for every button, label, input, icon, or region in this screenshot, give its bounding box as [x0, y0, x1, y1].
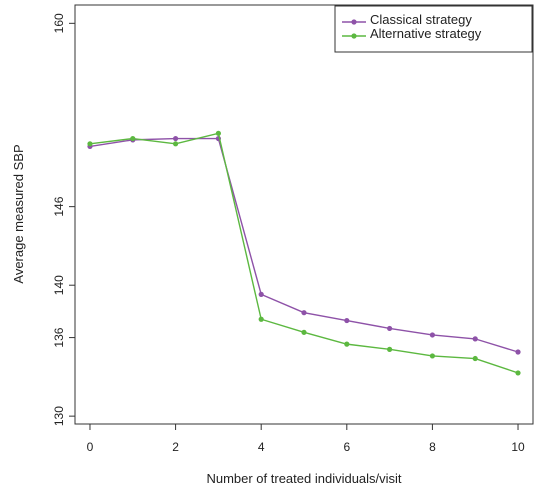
- legend-swatch-point: [351, 19, 357, 25]
- y-tick-label: 146: [52, 196, 66, 216]
- data-point-alternative-strategy: [344, 341, 350, 347]
- y-tick-label: 160: [52, 13, 66, 33]
- legend-label: Classical strategy: [370, 12, 472, 27]
- legend-item: Classical strategy: [342, 12, 472, 27]
- series-alternative-strategy: [87, 130, 521, 376]
- data-point-alternative-strategy: [130, 135, 136, 142]
- x-axis: 0 2 4 6 8 10: [87, 424, 525, 454]
- data-point-alternative-strategy: [429, 353, 436, 359]
- data-point-alternative-strategy: [472, 355, 478, 362]
- data-point-classical-strategy: [344, 317, 350, 324]
- legend-item: Alternative strategy: [342, 26, 482, 41]
- series-line-classical-strategy: [89, 137, 519, 353]
- data-point-classical-strategy: [472, 336, 478, 342]
- x-tick-label: 8: [429, 440, 436, 454]
- data-point-alternative-strategy: [515, 370, 521, 376]
- legend-box: [334, 5, 533, 53]
- y-axis: 130 136 140 146 160: [52, 13, 75, 426]
- legend-label: Alternative strategy: [370, 26, 482, 41]
- y-tick-label: 140: [52, 275, 66, 295]
- x-tick-label: 2: [172, 440, 179, 454]
- y-tick-label: 130: [52, 406, 66, 426]
- data-point-alternative-strategy: [172, 141, 179, 147]
- data-point-alternative-strategy: [87, 141, 93, 147]
- x-tick-label: 10: [511, 440, 525, 454]
- data-point-alternative-strategy: [215, 130, 221, 136]
- series-classical-strategy: [87, 135, 521, 355]
- data-point-alternative-strategy: [258, 316, 264, 322]
- data-point-classical-strategy: [172, 135, 179, 142]
- y-axis-title: Average measured SBP: [11, 144, 26, 283]
- x-axis-title: Number of treated individuals/visit: [206, 471, 401, 486]
- data-point-alternative-strategy: [301, 329, 307, 335]
- data-point-classical-strategy: [301, 310, 307, 316]
- x-tick-label: 0: [87, 440, 94, 454]
- data-point-classical-strategy: [429, 332, 436, 338]
- plot-frame: [74, 4, 534, 425]
- legend-swatch-point: [351, 33, 357, 39]
- x-tick-label: 4: [258, 440, 265, 454]
- y-tick-label: 136: [52, 327, 66, 347]
- series-layer: [87, 130, 521, 376]
- x-tick-label: 6: [343, 440, 350, 454]
- data-point-classical-strategy: [258, 291, 264, 297]
- data-point-classical-strategy: [387, 325, 393, 332]
- data-point-classical-strategy: [515, 349, 521, 355]
- data-point-alternative-strategy: [387, 346, 393, 352]
